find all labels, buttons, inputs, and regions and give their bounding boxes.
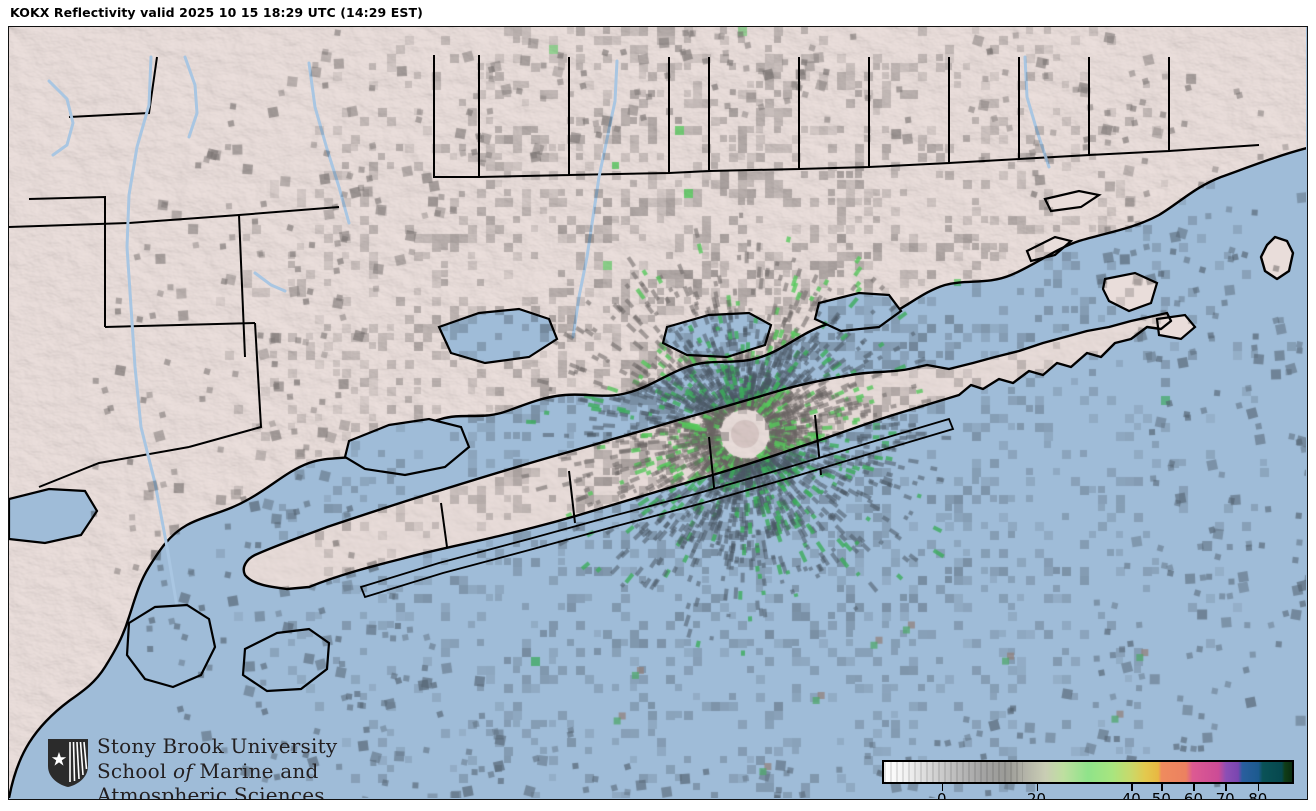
colorbar-tick (1257, 784, 1260, 791)
colorbar-tick-label: 80 (1248, 790, 1268, 800)
colorbar-tick (1131, 784, 1133, 791)
colorbar-legend: 0 20 40 50 60 70 80 (874, 757, 1304, 800)
colorbar-tick (1036, 784, 1038, 791)
colorbar-tick-label: 60 (1183, 790, 1204, 800)
map-canvas[interactable] (9, 27, 1306, 798)
colorbar-tick-label: 70 (1215, 790, 1235, 800)
colorbar-tick-label: 50 (1151, 790, 1171, 800)
radar-reflectivity-layer (9, 27, 1306, 798)
colorbar-gradient (882, 760, 1294, 784)
title-bar: KOKX Reflectivity valid 2025 10 15 18:29… (0, 0, 1316, 26)
colorbar-gradient-fill (884, 762, 1292, 782)
colorbar-tick-label: 20 (1026, 790, 1047, 800)
page-title: KOKX Reflectivity valid 2025 10 15 18:29… (10, 5, 423, 20)
colorbar-ticks (882, 784, 1294, 791)
colorbar-tick-label: 40 (1121, 790, 1141, 800)
map-frame[interactable]: Stony Brook University School of Marine … (8, 26, 1308, 800)
colorbar-tick (941, 784, 944, 791)
colorbar-tick (1225, 784, 1227, 791)
colorbar-tick (1193, 784, 1195, 791)
colorbar-tick-label: 0 (936, 790, 947, 800)
colorbar-tick (1161, 784, 1163, 791)
colorbar-tick-labels: 0 20 40 50 60 70 80 (882, 790, 1294, 800)
